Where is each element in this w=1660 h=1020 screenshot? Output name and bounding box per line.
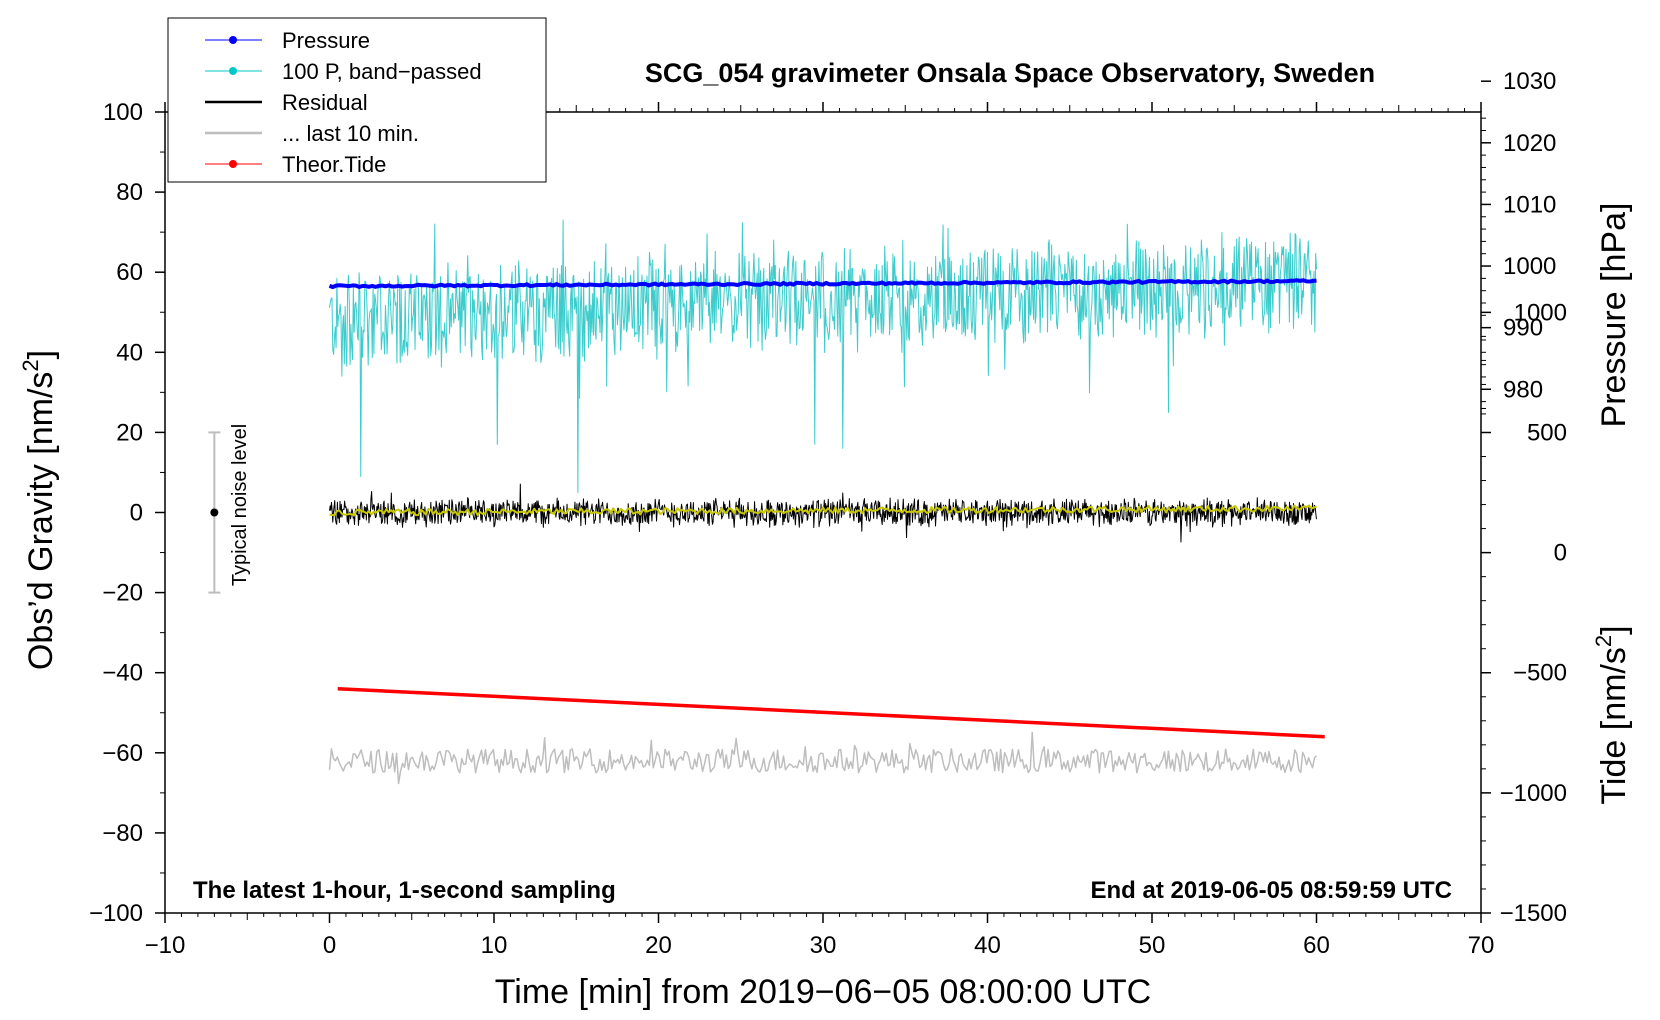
y-tick-label: 0 (130, 500, 143, 527)
legend-items: Pressure 100 P, band−passed Residual ... la… (205, 28, 482, 177)
legend-label: Residual (282, 90, 368, 115)
legend-label: ... last 10 min. (282, 121, 419, 146)
legend-marker (229, 36, 237, 44)
y-left-label-sup: 2 (18, 359, 43, 371)
pressure-tick-label: 1010 (1503, 191, 1556, 218)
tide-label-close: ] (1595, 625, 1633, 634)
y-tick-label: 40 (116, 339, 143, 366)
tide-tick-label: −1500 (1500, 900, 1567, 927)
x-tick-label: 60 (1303, 932, 1330, 959)
legend: Pressure 100 P, band−passed Residual ... la… (167, 17, 547, 183)
x-tick-label: 70 (1468, 932, 1495, 959)
pressure-tick-label: 1000 (1503, 253, 1556, 280)
pressure-tick-label: 980 (1503, 376, 1543, 403)
legend-label: Pressure (282, 28, 370, 53)
y-axis-title-pressure: Pressure [hPa] (1595, 203, 1633, 428)
series-last-10-min (328, 731, 1318, 785)
series-pressure (328, 278, 1317, 290)
legend-box (167, 17, 547, 183)
y-tick-label: −20 (102, 580, 143, 607)
tide-tick-label: 0 (1554, 540, 1567, 567)
y-tick-label: −40 (102, 660, 143, 687)
y-tick-label: 60 (116, 259, 143, 286)
tide-tick-label: 1000 (1514, 299, 1567, 326)
chart-title: SCG_054 gravimeter Onsala Space Observat… (645, 58, 1375, 88)
x-tick-label: 0 (323, 932, 336, 959)
y-axis-title-tide: Tide [nm/s2] (1591, 625, 1633, 804)
pressure-tick-label: 990 (1503, 315, 1543, 342)
tide-tick-label: −1000 (1500, 780, 1567, 807)
tide-label-main: Tide [nm/s (1595, 647, 1633, 804)
x-tick-label: 10 (481, 932, 508, 959)
y-tick-label: 80 (116, 179, 143, 206)
y-tick-label: −80 (102, 820, 143, 847)
x-tick-label: −10 (145, 932, 186, 959)
y-tick-label: 100 (103, 99, 143, 126)
x-tick-label: 20 (645, 932, 672, 959)
legend-marker (229, 67, 237, 75)
series-residual (329, 483, 1317, 543)
y-tick-label: 20 (116, 419, 143, 446)
noise-indicator (208, 431, 221, 594)
x-axis-title: Time [min] from 2019−06−05 08:00:00 UTC (495, 973, 1151, 1011)
noise-label: Typical noise level (229, 424, 251, 586)
series-theor-tide (337, 686, 1325, 739)
x-tick-label: 30 (810, 932, 837, 959)
tick-layer: −10 0 10 20 30 40 50 60 70−100−80−60−40−20020406… (89, 68, 1567, 959)
y-tick-label: −60 (102, 740, 143, 767)
x-tick-label: 40 (974, 932, 1001, 959)
legend-label: Theor.Tide (282, 152, 386, 177)
pressure-tick-label: 1020 (1503, 130, 1556, 157)
series-bandpassed-pressure (329, 219, 1317, 493)
x-tick-label: 50 (1139, 932, 1166, 959)
noise-bar-center-dot (210, 508, 219, 517)
legend-marker (229, 160, 237, 168)
series-layer (328, 219, 1325, 785)
tide-tick-label: 500 (1527, 419, 1567, 446)
y-axis-title-left: Obs’d Gravity [nm/s2] (18, 350, 60, 670)
series-residual-smoothed (329, 504, 1317, 517)
annotation-left: The latest 1-hour, 1-second sampling (193, 877, 616, 904)
annotation-right: End at 2019-06-05 08:59:59 UTC (1091, 877, 1453, 904)
legend-label: 100 P, band−passed (282, 59, 482, 84)
y-left-label-close: ] (22, 350, 60, 359)
tide-tick-label: −500 (1513, 660, 1567, 687)
y-tick-label: −100 (89, 900, 143, 927)
y-left-label-main: Obs’d Gravity [nm/s (22, 372, 60, 671)
pressure-tick-label: 1030 (1503, 68, 1556, 95)
tide-label-sup: 2 (1591, 635, 1616, 647)
